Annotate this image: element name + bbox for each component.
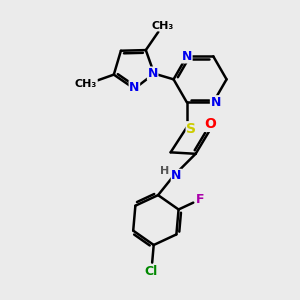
Text: Cl: Cl <box>145 265 158 278</box>
Text: CH₃: CH₃ <box>152 21 174 31</box>
Text: H: H <box>160 167 169 176</box>
Text: N: N <box>129 81 140 94</box>
Text: F: F <box>196 193 204 206</box>
Text: N: N <box>171 169 182 182</box>
Text: O: O <box>204 117 216 131</box>
Text: S: S <box>186 122 196 136</box>
Text: N: N <box>182 50 192 63</box>
Text: N: N <box>211 96 221 109</box>
Text: N: N <box>148 67 158 80</box>
Text: CH₃: CH₃ <box>75 80 97 89</box>
